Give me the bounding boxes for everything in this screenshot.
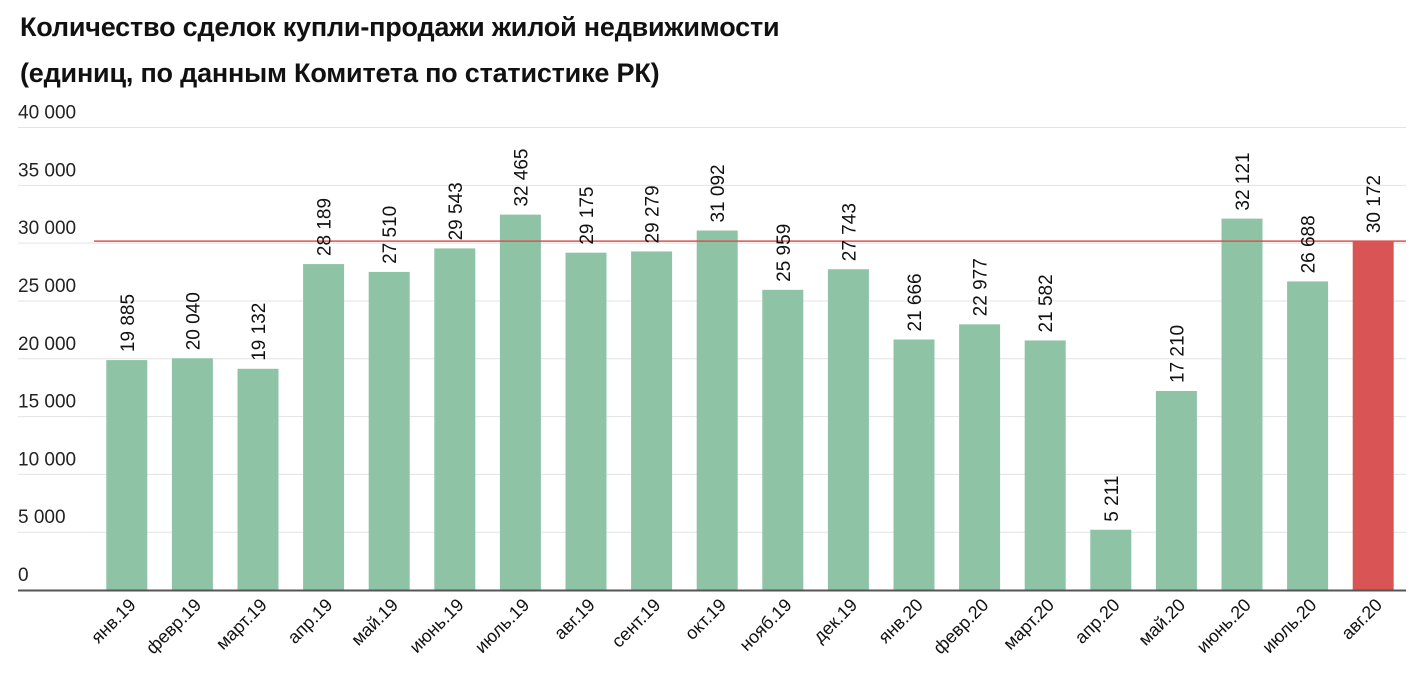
y-tick-label: 15 000 — [18, 392, 76, 413]
chart-title-line: Количество сделок купли-продажи жилой не… — [20, 12, 780, 42]
y-tick-label: 40 000 — [18, 103, 76, 124]
x-tick-label: март.19 — [212, 595, 271, 654]
bar-июль.20 — [1287, 281, 1329, 590]
y-tick-label: 0 — [18, 565, 29, 586]
bar-янв.19 — [106, 360, 148, 590]
data-label: 31 092 — [708, 164, 729, 222]
x-tick-label: апр.20 — [1071, 595, 1124, 648]
data-label: 29 175 — [577, 187, 598, 245]
x-tick-label: нояб.19 — [736, 595, 796, 655]
y-tick-label: 35 000 — [18, 160, 76, 181]
data-label: 32 465 — [511, 148, 532, 206]
data-label: 19 885 — [118, 294, 139, 352]
data-label: 32 121 — [1233, 152, 1254, 210]
data-label: 27 743 — [839, 203, 860, 261]
bar-февр.19 — [171, 358, 213, 590]
bar-нояб.19 — [762, 289, 804, 590]
bar-май.19 — [368, 271, 410, 590]
x-axis: янв.19 февр.19 март.19 апр.19 май.19 июнь.19 и… — [18, 589, 1406, 658]
chart-subtitle: (единиц, по данным Комитета по статистик… — [20, 58, 660, 88]
bar-апр.20 — [1090, 529, 1132, 590]
y-tick-label: 30 000 — [18, 218, 76, 239]
bar-февр.20 — [959, 324, 1001, 590]
y-tick-label: 25 000 — [18, 276, 76, 297]
x-tick-label: март.20 — [999, 595, 1058, 654]
bar-авг.20 — [1352, 241, 1394, 591]
x-tick-label: апр.19 — [284, 595, 337, 648]
chart-title: Количество сделок купли-продажи жилой не… — [20, 4, 780, 96]
y-axis: 0 5 000 10 000 15 000 20 000 25 000 30 000 35 0… — [18, 103, 76, 587]
bar-март.19 — [237, 368, 279, 590]
x-tick-label: июнь.20 — [1193, 595, 1255, 657]
x-tick-label: дек.19 — [809, 595, 861, 647]
x-tick-label: авг.20 — [1337, 595, 1386, 644]
data-label: 21 666 — [905, 273, 926, 331]
y-tick-label: 5 000 — [18, 507, 66, 528]
data-label: 5 211 — [1102, 476, 1123, 522]
bars — [106, 214, 1394, 591]
data-label: 22 977 — [971, 258, 992, 316]
y-tick-label: 20 000 — [18, 334, 76, 355]
data-label: 28 189 — [315, 198, 336, 256]
bar-март.20 — [1024, 340, 1066, 590]
x-tick-label: авг.19 — [550, 595, 599, 644]
data-label: 19 132 — [249, 303, 270, 361]
x-tick-label: окт.19 — [681, 595, 730, 644]
y-tick-label: 10 000 — [18, 449, 76, 470]
bar-июнь.20 — [1221, 218, 1263, 590]
data-label: 30 172 — [1364, 175, 1385, 233]
data-label: 26 688 — [1299, 215, 1320, 273]
x-tick-label: февр.19 — [142, 595, 205, 658]
data-label: 29 279 — [643, 185, 664, 243]
x-tick-label: июнь.19 — [405, 595, 467, 657]
x-tick-label: май.20 — [1134, 595, 1189, 650]
x-tick-label: май.19 — [347, 595, 402, 650]
bar-июль.19 — [499, 214, 541, 590]
bar-авг.19 — [565, 252, 607, 590]
bar-дек.19 — [827, 269, 869, 590]
bar-янв.20 — [893, 339, 935, 590]
bar-апр.19 — [303, 264, 345, 590]
bar-май.20 — [1155, 391, 1197, 590]
data-label: 29 543 — [446, 182, 467, 240]
x-tick-label: февр.20 — [929, 595, 992, 658]
x-tick-label: июль.20 — [1258, 595, 1320, 657]
data-label: 27 510 — [380, 206, 401, 264]
data-label: 20 040 — [183, 292, 204, 350]
x-tick-label: янв.19 — [87, 595, 140, 648]
x-tick-label: июль.19 — [471, 595, 533, 657]
x-tick-label: янв.20 — [874, 595, 927, 648]
x-tick-label: сент.19 — [608, 595, 665, 652]
data-label: 21 582 — [1036, 274, 1057, 332]
data-labels: 19 885 20 040 19 132 28 189 27 510 29 543 32 4… — [118, 148, 1385, 521]
bar-окт.19 — [696, 230, 738, 590]
bar-сент.19 — [631, 251, 673, 591]
data-label: 25 959 — [774, 224, 795, 282]
bar-июнь.19 — [434, 248, 476, 590]
data-label: 17 210 — [1167, 325, 1188, 383]
